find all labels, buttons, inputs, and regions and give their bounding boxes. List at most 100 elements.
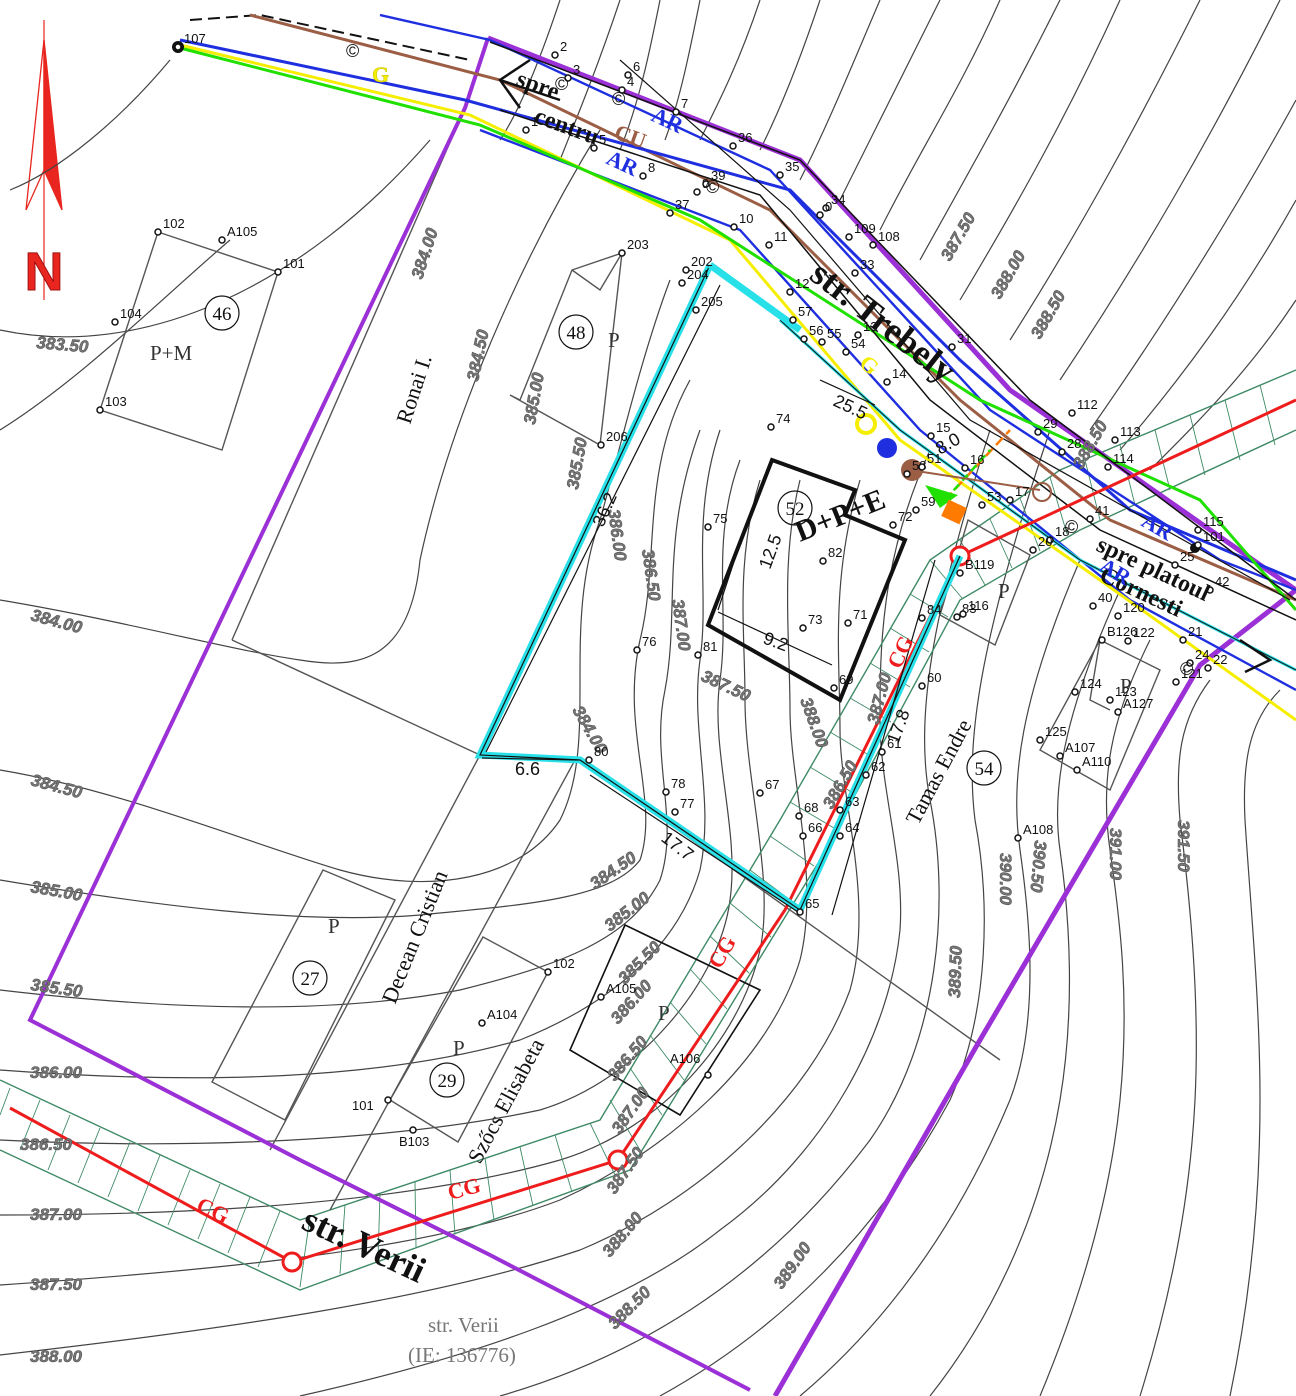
survey-point-marker <box>597 993 605 1001</box>
survey-point-label: 77 <box>680 796 694 811</box>
elev-label: 386.50 <box>604 1032 652 1084</box>
owner-labels: Ronai I. Decean Cristian Szőcs Elisabeta… <box>376 351 976 1167</box>
survey-point-marker <box>1071 688 1079 696</box>
survey-point-label: A104 <box>487 1007 517 1022</box>
survey-point-marker <box>767 423 775 431</box>
survey-point-label: 102 <box>163 216 185 231</box>
survey-point-marker <box>844 619 852 627</box>
survey-point-label: A127 <box>1123 696 1153 711</box>
survey-point-label: 15 <box>936 420 950 435</box>
ar-line-1 <box>179 38 1296 582</box>
survey-point-marker <box>672 108 680 116</box>
lot-number-27: 27 <box>301 969 320 990</box>
building-label-116: P <box>998 579 1010 603</box>
owner-ronai: Ronai I. <box>391 351 437 426</box>
owner-decean: Decean Cristian <box>376 867 452 1007</box>
label-cg-1: CG <box>193 1192 233 1229</box>
elev-label: 388.00 <box>30 1347 83 1366</box>
survey-point-label: 101 <box>1203 529 1225 544</box>
survey-point-marker <box>1046 536 1054 544</box>
building-label-123: P <box>1120 674 1132 698</box>
lot-number-46: 46 <box>213 304 232 325</box>
survey-point-marker <box>1204 664 1212 672</box>
survey-point-marker <box>830 684 838 692</box>
survey-point-marker <box>912 506 920 514</box>
black-road-edge-3 <box>619 59 1291 601</box>
proposed-parcel-outline <box>474 262 964 916</box>
dimension-lines <box>481 284 936 916</box>
survey-point-label: 17 <box>1015 484 1029 499</box>
elev-label: 391.00 <box>1106 828 1125 881</box>
survey-point-marker <box>1056 752 1064 760</box>
survey-point-marker <box>682 266 690 274</box>
survey-point-marker <box>678 279 686 287</box>
survey-point-marker <box>633 646 641 654</box>
survey-point-marker <box>1194 541 1202 549</box>
dim-9-2: 9.2 <box>761 628 791 655</box>
survey-point-marker <box>862 771 870 779</box>
elev-label: 388.50 <box>604 1282 655 1333</box>
elev-label: 386.50 <box>20 1135 73 1154</box>
survey-point-label: 59 <box>921 494 935 509</box>
street-verii-gray: str. Verii <box>428 1313 499 1337</box>
survey-point-label: 3 <box>573 62 580 77</box>
survey-point-marker <box>1111 436 1119 444</box>
survey-point-label: 35 <box>785 159 799 174</box>
survey-point-label: 57 <box>798 304 812 319</box>
lot-numbers: 46 48 52 27 29 54 <box>204 295 1002 1098</box>
survey-point-marker <box>948 343 956 351</box>
survey-point-label: 21 <box>1188 624 1202 639</box>
svg-text:©: © <box>612 89 625 109</box>
survey-point-label: 51 <box>927 451 941 466</box>
elev-label: 388.00 <box>796 695 832 751</box>
survey-point-marker <box>756 789 764 797</box>
survey-point-marker <box>544 968 552 976</box>
lot-number-52: 52 <box>786 499 805 520</box>
label-g: G <box>372 62 389 87</box>
survey-point-marker <box>836 806 844 814</box>
survey-point-label: 1 <box>531 114 538 129</box>
g-green-line <box>179 46 1296 611</box>
survey-point-marker <box>618 249 626 257</box>
elev-label: 385.50 <box>563 436 591 491</box>
elev-label: 386.50 <box>638 548 664 603</box>
survey-point-marker <box>639 172 647 180</box>
svg-text:©: © <box>1065 517 1078 537</box>
survey-point-marker <box>729 142 737 150</box>
survey-point-label: 122 <box>1133 625 1155 640</box>
survey-point-marker <box>1179 636 1187 644</box>
north-arrow: N <box>24 20 64 303</box>
survey-point-marker <box>692 306 700 314</box>
elev-label: 384.50 <box>586 848 640 894</box>
survey-point-marker <box>1058 448 1066 456</box>
survey-point-marker <box>694 651 702 659</box>
survey-point-label: 76 <box>642 634 656 649</box>
label-g-2: G <box>855 350 884 380</box>
survey-point-marker <box>624 71 632 79</box>
ar-line-2 <box>379 13 1296 592</box>
survey-point-marker <box>796 908 804 916</box>
survey-point-label: B126 <box>1107 624 1137 639</box>
survey-point-label: 82 <box>828 545 842 560</box>
parcel-boundary-west <box>27 37 751 1392</box>
street-labels: str. Trebely str. Verii str. Verii (IE: … <box>297 66 1214 1367</box>
survey-point-marker <box>564 74 572 82</box>
svg-text:©: © <box>706 177 719 197</box>
green-connection-marker <box>925 485 958 508</box>
survey-point-label: 67 <box>765 777 779 792</box>
survey-point-label: 13 <box>863 319 877 334</box>
survey-point-label: 36 <box>738 130 752 145</box>
survey-point-label: A108 <box>1023 822 1053 837</box>
survey-point-label: 108 <box>878 229 900 244</box>
building-szocs <box>568 923 762 1117</box>
survey-point-label: 7 <box>681 96 688 111</box>
survey-point-label: 73 <box>808 612 822 627</box>
survey-point-label: A110 <box>1082 754 1111 769</box>
survey-point-marker <box>918 614 926 622</box>
survey-point-marker <box>799 624 807 632</box>
survey-point-marker <box>869 241 877 249</box>
elev-label: 384.00 <box>408 225 442 281</box>
building-label-48: P <box>608 328 620 352</box>
survey-point-label: 102 <box>553 956 575 971</box>
